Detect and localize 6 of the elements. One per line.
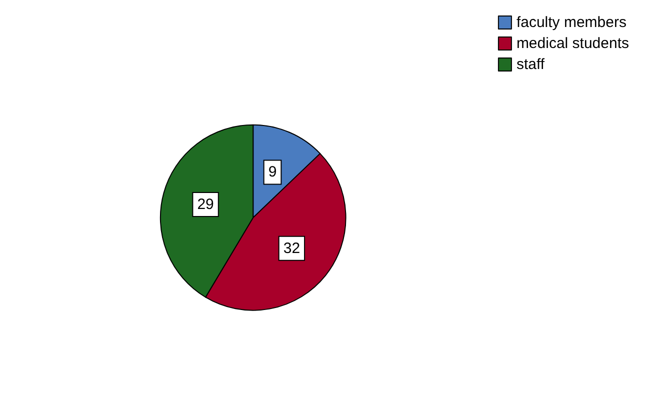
data-label: 29 bbox=[197, 196, 214, 213]
data-label: 9 bbox=[268, 164, 277, 181]
legend-label: staff bbox=[516, 56, 546, 73]
legend-label: medical students bbox=[516, 35, 630, 52]
legend-label: faculty members bbox=[516, 14, 626, 31]
data-label: 32 bbox=[283, 240, 300, 257]
